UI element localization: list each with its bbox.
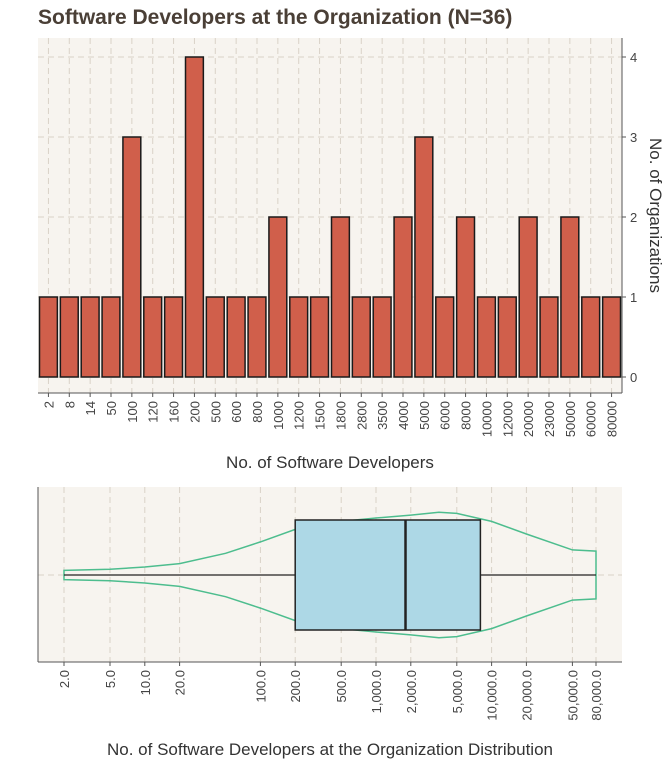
box-x-tick-label: 100.0 <box>253 670 268 703</box>
bar <box>268 216 288 378</box>
x-tick-label: 1000 <box>271 401 286 430</box>
x-tick-label: 8 <box>62 401 77 408</box>
x-tick-label: 100 <box>125 401 140 423</box>
bar <box>59 296 79 378</box>
bar <box>560 216 580 378</box>
box-x-tick-label: 50,000.0 <box>565 670 580 721</box>
chart-title: Software Developers at the Organization … <box>38 6 513 29</box>
x-axis-label: No. of Software Developers <box>226 453 434 472</box>
x-tick-label: 60000 <box>584 401 599 437</box>
x-tick-label: 160 <box>167 401 182 423</box>
x-tick-label: 4000 <box>396 401 411 430</box>
bar <box>435 296 455 378</box>
x-tick-label: 500 <box>208 401 223 423</box>
bar <box>143 296 163 378</box>
bar <box>184 56 205 378</box>
x-tick-label: 10000 <box>479 401 494 437</box>
x-tick-label: 1500 <box>313 401 328 430</box>
x-tick-label: 50 <box>104 401 119 415</box>
bar <box>309 296 330 378</box>
bar <box>38 296 59 378</box>
x-tick-label: 80000 <box>605 401 620 437</box>
box-x-tick-label: 2.0 <box>57 670 72 688</box>
bar <box>101 296 121 378</box>
box-x-tick-label: 500.0 <box>334 670 349 703</box>
x-tick-label: 6000 <box>438 401 453 430</box>
x-tick-label: 2 <box>41 401 56 408</box>
bar <box>476 296 497 378</box>
bar <box>205 296 225 378</box>
x-tick-label: 3500 <box>375 401 390 430</box>
bar <box>330 216 351 378</box>
bar <box>581 296 601 378</box>
bar <box>80 296 100 378</box>
box-x-tick-label: 80,000.0 <box>589 670 604 721</box>
violin-outline <box>63 511 597 639</box>
bar <box>122 136 142 378</box>
x-tick-label: 50000 <box>563 401 578 437</box>
x-tick-label: 12000 <box>500 401 515 437</box>
y-tick-label: 2 <box>630 210 637 225</box>
bar <box>226 296 246 378</box>
bar <box>351 296 371 378</box>
bar <box>163 296 184 378</box>
bar <box>393 216 413 378</box>
bar <box>372 296 392 378</box>
x-tick-label: 120 <box>146 401 161 423</box>
box-x-tick-label: 10,000.0 <box>485 670 500 721</box>
box-iqr <box>294 519 482 631</box>
y-tick-label: 4 <box>630 50 637 65</box>
bar <box>414 136 434 378</box>
bar <box>497 296 517 378</box>
x-tick-label: 20000 <box>521 401 536 437</box>
x-tick-label: 600 <box>229 401 244 423</box>
y-tick-label: 3 <box>630 130 637 145</box>
box-x-tick-label: 20,000.0 <box>519 670 534 721</box>
bar <box>518 216 538 378</box>
y-tick-label: 1 <box>630 290 637 305</box>
box-x-tick-label: 10.0 <box>138 670 153 695</box>
x-tick-label: 200 <box>187 401 202 423</box>
box-x-tick-label: 1,000.0 <box>369 670 384 713</box>
x-tick-label: 5000 <box>417 401 432 430</box>
x-tick-label: 1200 <box>292 401 307 430</box>
x-tick-label: 800 <box>250 401 265 423</box>
box-x-tick-label: 2,000.0 <box>404 670 419 713</box>
x-tick-label: 14 <box>83 401 98 415</box>
bar <box>601 296 622 378</box>
box-x-axis-label: No. of Software Developers at the Organi… <box>107 740 553 759</box>
box-x-tick-label: 200.0 <box>288 670 303 703</box>
box-x-tick-label: 5,000.0 <box>450 670 465 713</box>
x-tick-label: 23000 <box>542 401 557 437</box>
x-tick-label: 1800 <box>333 401 348 430</box>
x-tick-label: 8000 <box>459 401 474 430</box>
bar <box>539 296 559 378</box>
bar <box>289 296 309 378</box>
y-axis-label: No. of Organizations <box>646 138 665 293</box>
y-tick-label: 0 <box>630 370 637 385</box>
x-tick-label: 2800 <box>354 401 369 430</box>
box-violin-panel: 2.0 5.0 10.0 20.0 100.0 200.0 500.0 1,000.0 2,00… <box>37 487 622 759</box>
bar <box>455 216 476 378</box>
bar <box>247 296 267 378</box>
box-x-tick-label: 5.0 <box>103 670 118 688</box>
box-x-tick-label: 20.0 <box>173 670 188 695</box>
